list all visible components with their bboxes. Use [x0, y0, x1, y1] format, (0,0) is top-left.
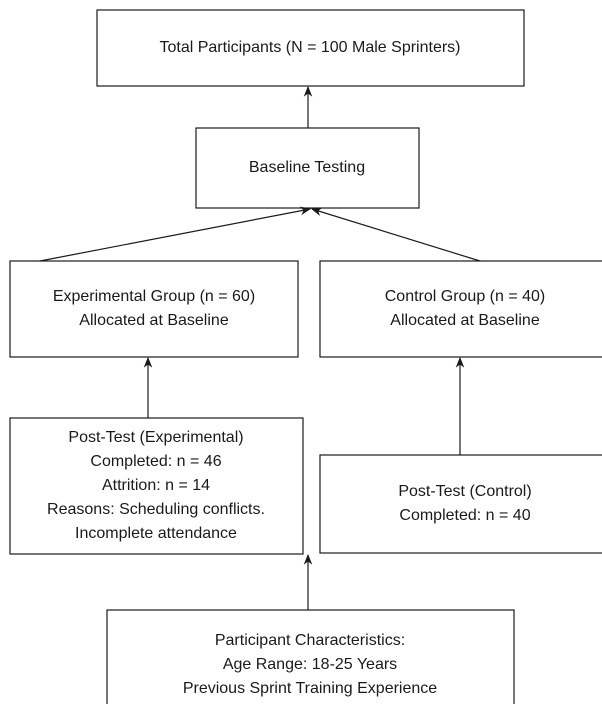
node-label: Allocated at Baseline [390, 312, 540, 329]
node-label: Post-Test (Experimental) [68, 429, 243, 446]
node-box [106, 609, 515, 709]
node-label: Age Range: 18-25 Years [223, 656, 397, 673]
node-box [319, 260, 602, 358]
node-label: Reasons: Scheduling conflicts. [47, 501, 265, 518]
node-label: Post-Test (Control) [398, 483, 531, 500]
node-box [319, 454, 602, 554]
node-label: Completed: n = 46 [90, 453, 221, 470]
node-box [9, 260, 299, 358]
node-label: Allocated at Baseline [79, 312, 229, 329]
arrow [39, 206, 312, 262]
node-label: Previous Sprint Training Experience [183, 680, 437, 697]
node-label: Participant Characteristics: [215, 632, 405, 649]
node-label: Total Participants (N = 100 Male Sprinte… [159, 39, 460, 56]
node-label: Control Group (n = 40) [385, 288, 546, 305]
node-label: Completed: n = 40 [399, 507, 530, 524]
node-box [195, 127, 420, 209]
arrow [310, 207, 481, 262]
node-label: Baseline Testing [249, 159, 365, 176]
node-label: Incomplete attendance [75, 525, 237, 542]
node-box [96, 9, 525, 87]
node-label: Attrition: n = 14 [102, 477, 210, 494]
node-label: Experimental Group (n = 60) [53, 288, 255, 305]
node-box [9, 417, 304, 555]
